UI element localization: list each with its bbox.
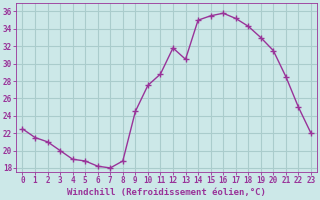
- X-axis label: Windchill (Refroidissement éolien,°C): Windchill (Refroidissement éolien,°C): [67, 188, 266, 197]
